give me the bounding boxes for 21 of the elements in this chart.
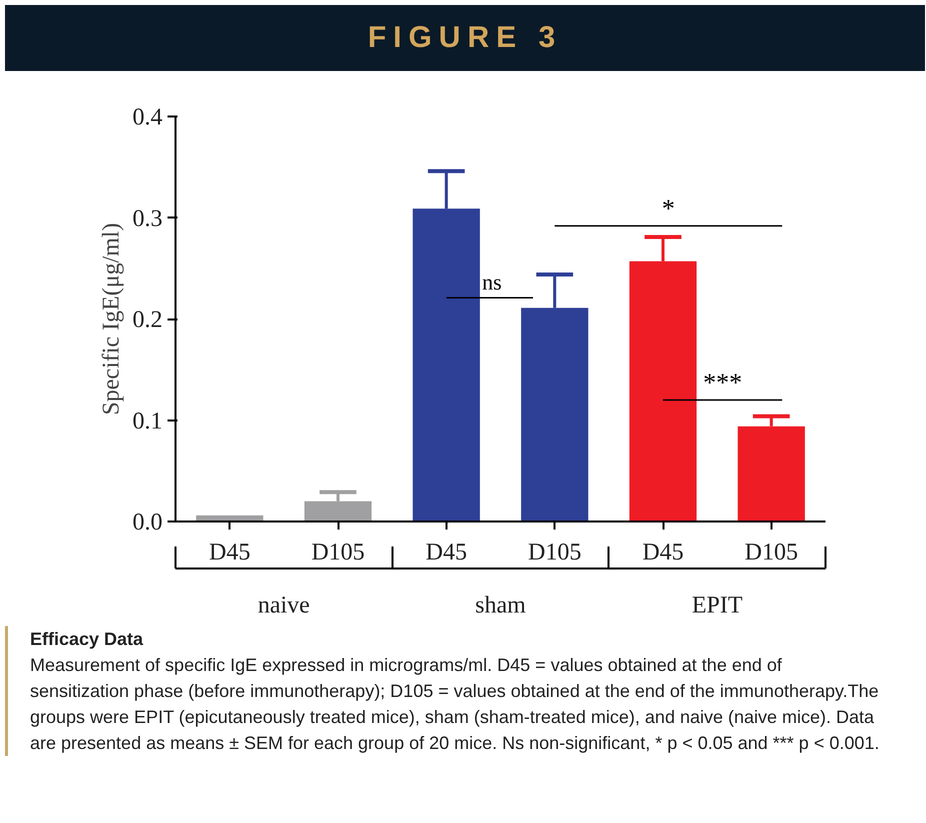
- x-tick-label: D45: [426, 540, 468, 566]
- text: EPIT: [692, 592, 743, 618]
- y-tick-label: 0.1: [132, 408, 162, 434]
- annotation: ns: [482, 270, 502, 295]
- x-tick-label: D105: [528, 540, 582, 566]
- y-tick-label: 0.2: [132, 307, 162, 333]
- text: Measurement of specific IgE expressed in micrograms/ml. D45 = values obtained at the end of sensitization phase (before immunotherapy); D105 = values obtained at the end of the immunotherapy.The groups were EPIT (epicutaneously treated mice), sham (sham-treated mice), and naive (naive mice). Data are presented as means ± SEM for each group of 20 mice. Ns non-significant, * p < 0.05 and *** p < 0.001.: [30, 655, 880, 753]
- text: Efficacy Data: [30, 628, 144, 651]
- text: sham: [475, 592, 526, 618]
- annotation: *: [662, 194, 675, 223]
- y-tick-label: 0.4: [132, 104, 162, 130]
- x-tick-label: D45: [642, 540, 684, 566]
- chart-title: FIGURE 3: [5, 5, 925, 71]
- x-tick-label: D105: [744, 540, 798, 566]
- y-tick-label: 0.0: [132, 510, 162, 536]
- annotation: ***: [703, 368, 742, 397]
- y-axis-title: Specific IgE(μg/ml): [98, 222, 124, 416]
- x-tick-label: D105: [311, 540, 365, 566]
- y-tick-label: 0.3: [132, 206, 162, 232]
- x-tick-label: D45: [209, 540, 250, 566]
- text: naive: [258, 592, 310, 618]
